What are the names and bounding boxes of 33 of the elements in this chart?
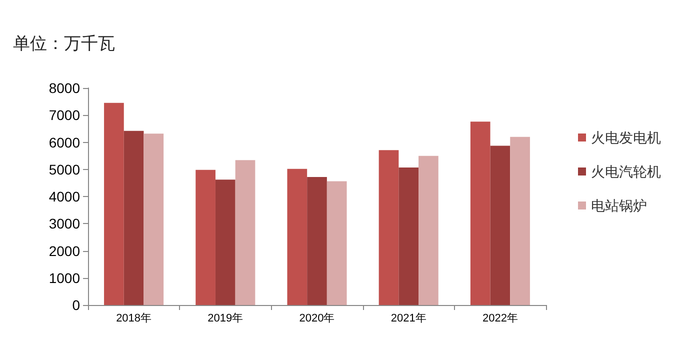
y-tick-label: 1000: [48, 270, 80, 286]
bar: [490, 146, 510, 305]
y-tick-label: 7000: [48, 107, 80, 124]
bar: [398, 167, 419, 305]
legend-label: 火电汽轮机: [591, 164, 661, 180]
bar: [215, 180, 236, 305]
bar: [510, 136, 530, 305]
y-tick-label: 4000: [48, 188, 80, 204]
y-axis-title: 单位：万千瓦: [13, 34, 115, 53]
y-tick-label: 6000: [48, 134, 80, 150]
y-tick-label: 8000: [48, 80, 80, 96]
x-tick-label: 2020年: [299, 312, 335, 324]
y-tick-label: 5000: [48, 161, 80, 178]
x-tick-label: 2019年: [208, 312, 244, 324]
bar: [196, 170, 216, 305]
legend-label: 电站锅炉: [591, 198, 647, 214]
legend-label: 火电发电机: [591, 130, 661, 146]
x-tick-label: 2018年: [116, 312, 152, 324]
bar: [287, 168, 308, 305]
y-tick-label: 2000: [48, 242, 80, 259]
bar: [326, 181, 347, 305]
x-tick-label: 2021年: [390, 312, 426, 324]
bar: [104, 102, 124, 305]
x-tick-label: 2022年: [482, 312, 518, 324]
bar: [378, 150, 399, 305]
bar: [144, 134, 164, 305]
y-tick-label: 0: [72, 297, 80, 313]
bar: [124, 130, 144, 305]
y-tick-label: 3000: [48, 216, 80, 232]
bar: [307, 176, 327, 305]
bar: [470, 122, 490, 305]
bar: [235, 160, 256, 305]
bar: [418, 156, 438, 305]
